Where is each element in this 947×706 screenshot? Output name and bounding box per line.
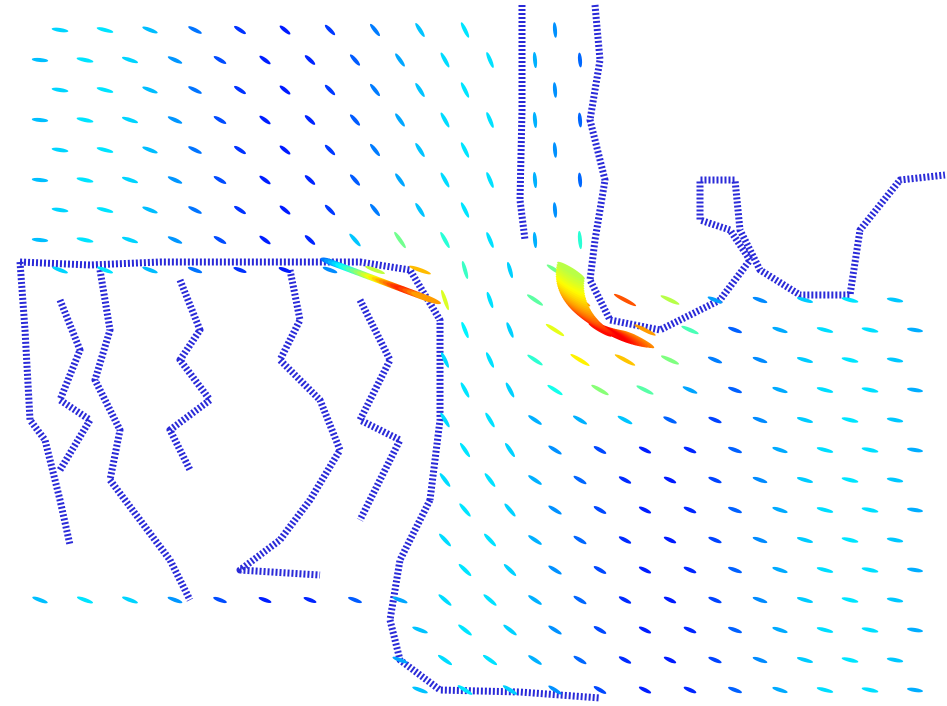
- flow-visualization: [0, 0, 947, 706]
- page: (() => { const svg = document.getElement…: [0, 0, 947, 706]
